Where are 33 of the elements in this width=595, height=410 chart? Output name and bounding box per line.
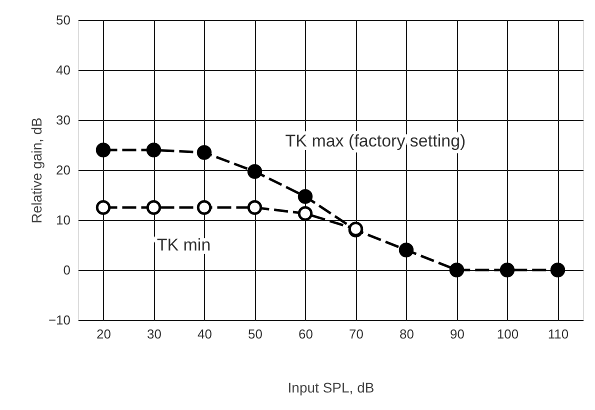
x-tick-label: 110 bbox=[548, 326, 569, 342]
x-tick-label: 30 bbox=[147, 326, 162, 342]
point bbox=[196, 200, 212, 215]
point bbox=[449, 262, 464, 278]
x-tick-label: 90 bbox=[450, 326, 464, 342]
x-tick-label: 50 bbox=[248, 326, 262, 342]
x-tick-label: 100 bbox=[496, 326, 519, 342]
y-tick-label: 20 bbox=[56, 162, 70, 178]
y-tick-label: −10 bbox=[48, 312, 70, 328]
x-tick-label: 80 bbox=[400, 326, 414, 342]
point bbox=[500, 262, 515, 278]
x-tick-label: 20 bbox=[96, 326, 111, 342]
x-axis-title: Input SPL, dB bbox=[288, 380, 374, 396]
y-tick-label: 30 bbox=[56, 112, 70, 128]
y-tick-label: 0 bbox=[63, 262, 70, 278]
y-tick-label: 40 bbox=[56, 62, 70, 78]
x-tick-label: 60 bbox=[298, 326, 313, 342]
point bbox=[96, 200, 111, 215]
y-axis-title: Relative gain, dB bbox=[28, 118, 44, 224]
x-tick-label: 70 bbox=[349, 326, 364, 342]
point bbox=[146, 142, 162, 158]
point bbox=[247, 164, 262, 179]
point bbox=[146, 200, 162, 215]
point bbox=[96, 142, 111, 158]
point bbox=[298, 189, 313, 204]
point bbox=[398, 242, 414, 258]
y-tick-label: 50 bbox=[56, 12, 70, 28]
y-tick-label: 10 bbox=[56, 212, 70, 228]
point bbox=[247, 200, 262, 215]
x-tick-label: 40 bbox=[198, 326, 212, 342]
point bbox=[550, 262, 566, 278]
point bbox=[196, 145, 212, 160]
point bbox=[298, 206, 313, 221]
